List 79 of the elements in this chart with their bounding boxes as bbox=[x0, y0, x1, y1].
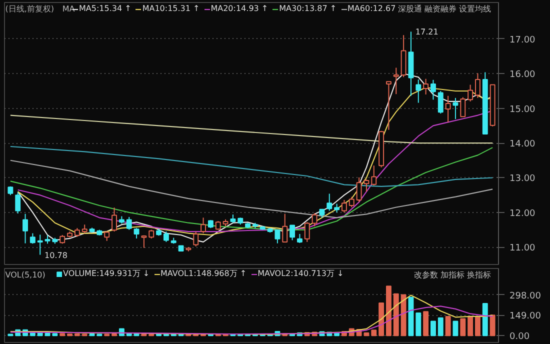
candlestick bbox=[312, 212, 318, 227]
candlestick bbox=[22, 213, 28, 244]
y-tick-label: 12.00 bbox=[510, 208, 536, 219]
text: 深股通 融资融券 设置均线 bbox=[398, 4, 492, 14]
candlestick bbox=[141, 234, 147, 248]
y-tick-label: 0.00 bbox=[510, 332, 530, 342]
candlestick bbox=[37, 234, 43, 256]
y-tick-label: 298.00 bbox=[510, 291, 542, 302]
bar bbox=[423, 311, 429, 336]
candlestick bbox=[460, 96, 466, 118]
legend-label: MA5:15.34 ↑ bbox=[79, 4, 132, 13]
legend-label: MA60:12.67 bbox=[348, 4, 396, 13]
legend-label: MA30:13.87 ↑ bbox=[279, 4, 337, 13]
candlestick bbox=[134, 228, 140, 239]
candlestick bbox=[430, 79, 436, 100]
text: 改参数 加指标 换指标 bbox=[414, 270, 492, 280]
candlestick bbox=[30, 232, 36, 244]
candlestick bbox=[200, 217, 206, 234]
y-tick-label: 11.00 bbox=[510, 244, 536, 254]
bar bbox=[490, 314, 496, 336]
candlestick bbox=[475, 72, 480, 98]
candlestick bbox=[282, 213, 288, 242]
bar bbox=[482, 302, 488, 336]
bar bbox=[438, 317, 444, 336]
bar bbox=[60, 333, 66, 336]
bar bbox=[400, 294, 406, 336]
line-series bbox=[10, 306, 494, 335]
annotation: 17.21 bbox=[415, 28, 438, 37]
bar bbox=[416, 312, 422, 336]
bar bbox=[452, 320, 458, 336]
legend-label: MA20:14.93 ↑ bbox=[210, 4, 268, 13]
y-tick-label: 13.00 bbox=[510, 174, 536, 184]
bar bbox=[445, 316, 451, 336]
candlestick bbox=[468, 84, 474, 102]
candlestick bbox=[104, 231, 110, 242]
candlestick bbox=[193, 231, 199, 247]
bar bbox=[371, 330, 377, 336]
y-tick-label: 15.00 bbox=[510, 104, 536, 115]
y-tick-label: 16.00 bbox=[510, 70, 536, 80]
legend-label: MAVOL1:148.968万 ↑ bbox=[160, 268, 247, 279]
candlestick bbox=[445, 95, 451, 123]
candlestick bbox=[386, 81, 392, 130]
y-tick-label: 149.00 bbox=[510, 312, 542, 322]
line-series bbox=[10, 160, 494, 218]
annotation: MA bbox=[62, 4, 76, 14]
candlestick bbox=[163, 231, 169, 242]
line-series bbox=[10, 146, 494, 187]
y-tick-label: 17.00 bbox=[510, 35, 536, 46]
bar bbox=[52, 333, 58, 336]
annotation: 10.78 bbox=[44, 250, 68, 260]
bar bbox=[475, 316, 480, 336]
bar bbox=[378, 302, 384, 336]
candlestick bbox=[326, 193, 332, 212]
legend-label: VOLUME:149.931万 ↓ bbox=[63, 268, 150, 279]
candlestick bbox=[416, 79, 422, 104]
candlestick bbox=[304, 222, 310, 242]
bar bbox=[393, 293, 399, 336]
y-tick-label: 14.00 bbox=[510, 140, 536, 150]
candlestick bbox=[296, 233, 302, 244]
candlestick bbox=[15, 192, 21, 214]
chart-subtitle: (日线,前复权) bbox=[5, 4, 54, 14]
candlestick bbox=[341, 199, 347, 213]
line-series bbox=[10, 114, 494, 144]
bar bbox=[460, 318, 466, 336]
candlestick bbox=[393, 67, 399, 95]
legend-label: MA10:15.31 ↑ bbox=[142, 4, 200, 13]
bar bbox=[468, 316, 474, 336]
candlestick bbox=[112, 207, 118, 232]
legend-label: MAVOL2:140.713万 ↓ bbox=[258, 268, 344, 279]
candlestick bbox=[290, 224, 296, 241]
bar bbox=[408, 296, 414, 336]
bar bbox=[386, 286, 392, 336]
candlestick bbox=[348, 196, 354, 208]
candlestick bbox=[371, 165, 377, 186]
candlestick bbox=[126, 216, 132, 230]
candlestick bbox=[438, 90, 444, 114]
chart-title: VOL(5,10) bbox=[5, 270, 46, 280]
bar bbox=[430, 320, 436, 336]
candlestick bbox=[423, 78, 429, 95]
